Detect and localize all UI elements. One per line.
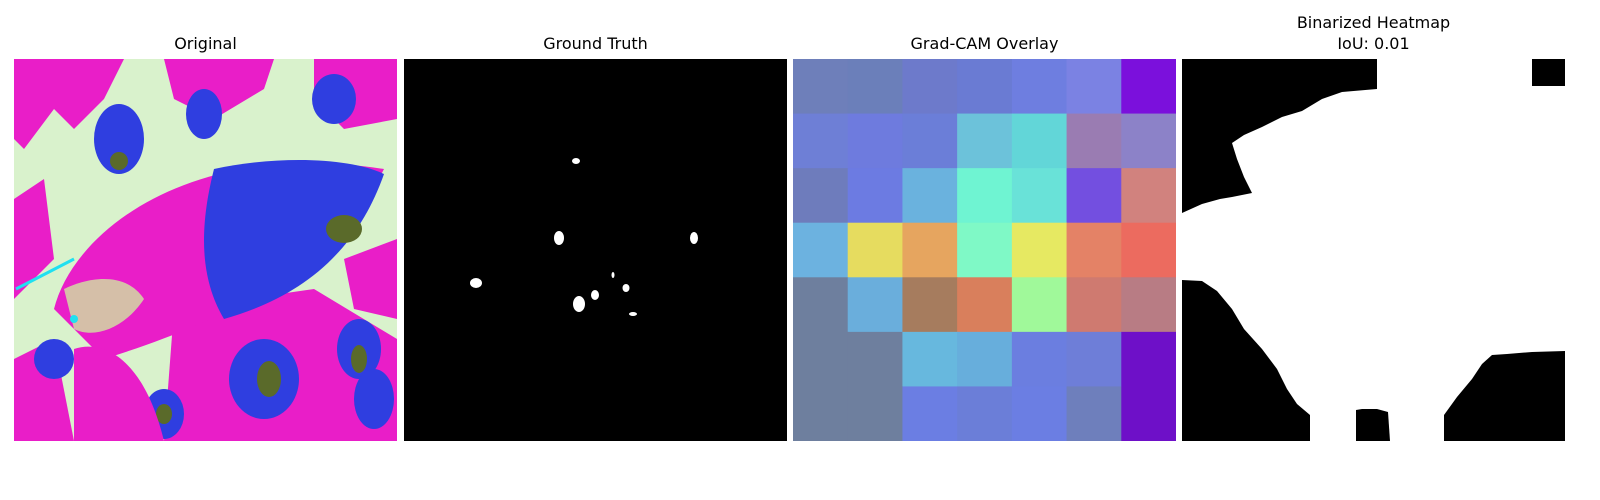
iou-subtitle: IoU: 0.01 xyxy=(1337,34,1410,53)
heatmap-cell xyxy=(902,113,958,169)
ground-truth-mask xyxy=(404,59,787,441)
heatmap-cell xyxy=(847,168,904,224)
heatmap-cell xyxy=(902,59,958,115)
heatmap-cell xyxy=(1121,59,1176,115)
heatmap-cell xyxy=(957,277,1013,333)
heatmap-cell xyxy=(1121,277,1176,333)
heatmap-cell xyxy=(1011,386,1068,441)
heatmap-cell xyxy=(957,113,1013,169)
binarized-heatmap xyxy=(1182,59,1565,441)
heatmap-cell xyxy=(1121,386,1176,441)
heatmap-cell xyxy=(793,222,849,278)
heatmap-cell xyxy=(902,386,958,441)
original-image xyxy=(14,59,397,441)
heatmap-cell xyxy=(1066,386,1122,441)
gradcam-title: Grad-CAM Overlay xyxy=(910,34,1059,53)
heatmap-cell xyxy=(1121,222,1176,278)
heatmap-cell xyxy=(1066,331,1122,388)
heatmap-cell xyxy=(847,222,904,278)
binarized-heatmap-panel xyxy=(1182,59,1565,441)
ground-truth-title: Ground Truth xyxy=(543,34,648,53)
heatmap-cell xyxy=(1066,168,1122,224)
heatmap-cell xyxy=(793,277,849,333)
original-image-panel xyxy=(14,59,397,441)
heatmap-cell xyxy=(793,59,849,115)
heatmap-cell xyxy=(1011,331,1068,388)
heatmap-cell xyxy=(847,59,904,115)
heatmap-cell xyxy=(957,168,1013,224)
gradcam-heatmap xyxy=(793,59,1176,441)
heatmap-cell xyxy=(902,331,958,388)
ground-truth-panel xyxy=(404,59,787,441)
gradcam-overlay-panel xyxy=(793,59,1176,441)
heatmap-cell xyxy=(847,331,904,388)
heatmap-cell xyxy=(1011,113,1068,169)
heatmap-cell xyxy=(957,386,1013,441)
heatmap-cell xyxy=(1066,277,1122,333)
heatmap-cell xyxy=(1121,331,1176,388)
heatmap-cell xyxy=(793,386,849,441)
heatmap-cell xyxy=(847,277,904,333)
heatmap-cell xyxy=(1066,113,1122,169)
binarized-title: Binarized Heatmap xyxy=(1296,13,1451,32)
heatmap-cell xyxy=(902,277,958,333)
heatmap-cell xyxy=(1066,59,1122,115)
heatmap-cell xyxy=(1011,59,1068,115)
original-title: Original xyxy=(174,34,237,53)
heatmap-cell xyxy=(1011,168,1068,224)
heatmap-cell xyxy=(793,331,849,388)
heatmap-cell xyxy=(957,59,1013,115)
heatmap-cell xyxy=(793,168,849,224)
heatmap-cell xyxy=(1011,277,1068,333)
heatmap-cell xyxy=(847,386,904,441)
heatmap-cell xyxy=(1121,113,1176,169)
heatmap-cell xyxy=(957,331,1013,388)
heatmap-cell xyxy=(957,222,1013,278)
heatmap-cell xyxy=(1121,168,1176,224)
heatmap-cell xyxy=(902,222,958,278)
heatmap-cell xyxy=(1011,222,1068,278)
heatmap-cell xyxy=(902,168,958,224)
heatmap-cell xyxy=(847,113,904,169)
heatmap-cell xyxy=(1066,222,1122,278)
heatmap-cell xyxy=(793,113,849,169)
